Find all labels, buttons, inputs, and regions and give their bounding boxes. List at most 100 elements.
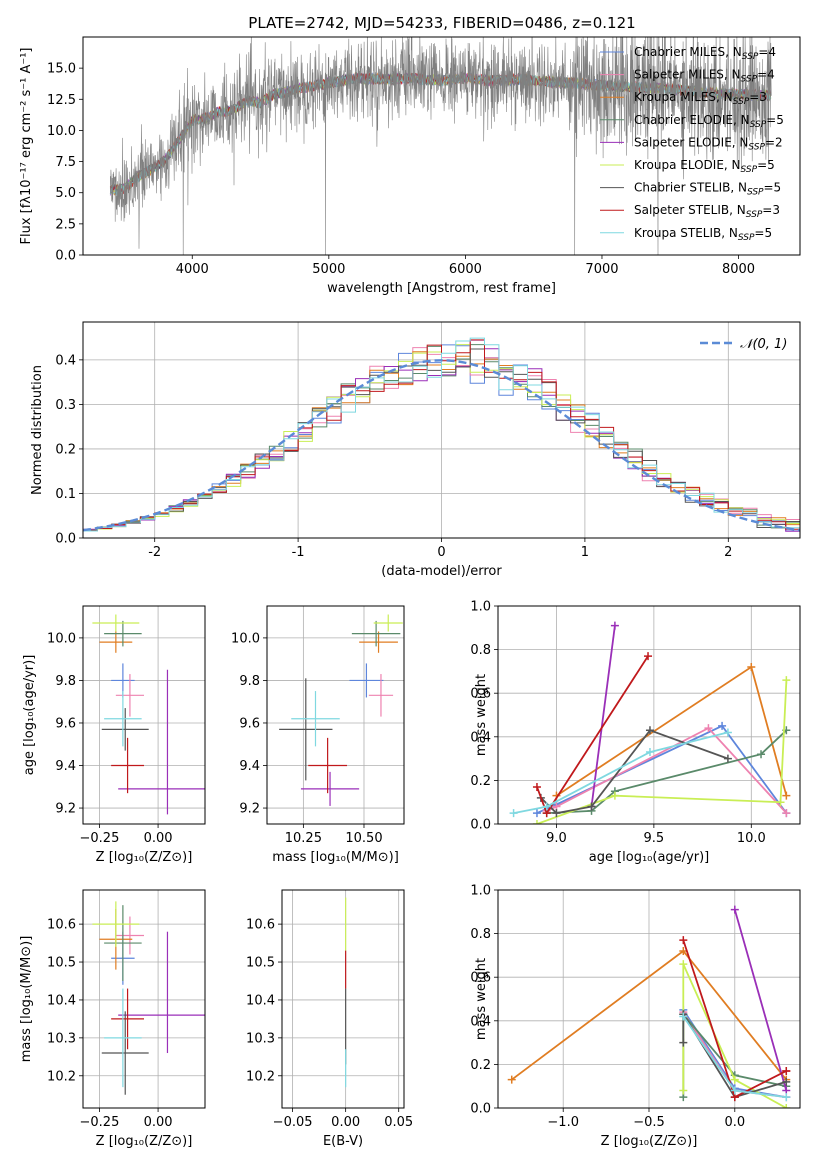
weight-marker-salpeter_stelib	[532, 782, 541, 791]
legend-label: Chabrier MILES, N	[634, 45, 742, 59]
observed-spectrum	[110, 37, 772, 255]
axes-frame	[82, 605, 206, 825]
weight-marker-salpeter_elodie	[730, 905, 739, 914]
legend-entry-salpeter_stelib: Salpeter STELIB, NSSP=3	[634, 203, 780, 220]
y-tick-label: 9.8	[239, 674, 260, 689]
legend-value: =5	[766, 113, 784, 127]
legend-label: Kroupa MILES, N	[634, 90, 733, 104]
legend-sub: SSP	[746, 210, 763, 220]
y-tick-label: 9.6	[55, 716, 76, 731]
weight-marker-kroupa_stelib	[645, 748, 654, 757]
weight-marker-kroupa_stelib	[679, 1012, 688, 1021]
x-tick-label: 7000	[585, 262, 618, 277]
weight-line-chabrier_stelib	[682, 1011, 787, 1099]
x-tick-label: −0.25	[80, 831, 120, 846]
x-axis-label: E(B-V)	[323, 1134, 363, 1149]
y-tick-label: 10.2	[47, 1069, 76, 1084]
x-tick-label: −0.05	[273, 1115, 313, 1130]
y-tick-label: 10.4	[47, 993, 76, 1008]
y-tick-label: 10.4	[246, 993, 275, 1008]
legend-value: =5	[764, 181, 782, 195]
y-tick-label: 0.2	[55, 442, 76, 457]
legend-entry-chabrier_stelib: Chabrier STELIB, NSSP=5	[634, 181, 781, 198]
legend-value: =3	[762, 203, 780, 217]
weight-marker-kroupa_miles	[747, 663, 756, 672]
axes-frame	[82, 889, 206, 1109]
plot-area	[92, 901, 205, 1095]
y-tick-label: 0.0	[55, 532, 76, 547]
weight-marker-salpeter_stelib	[782, 1066, 791, 1075]
y-tick-label: 10.5	[47, 956, 76, 971]
legend-label: Salpeter MILES, N	[634, 68, 741, 82]
y-axis-label: Flux [fλ10⁻¹⁷ erg cm⁻² s⁻¹ A⁻¹]	[19, 48, 34, 245]
legend-value: =2	[765, 135, 783, 149]
y-tick-label: 10.0	[47, 124, 76, 139]
x-axis-label: mass [log₁₀(M/M⊙)]	[272, 850, 399, 865]
plot-area	[509, 621, 791, 824]
plot-area	[507, 905, 791, 1108]
x-tick-label: 0.00	[144, 831, 173, 846]
weight-marker-kroupa_stelib	[542, 802, 551, 811]
weight-marker-kroupa_elodie	[776, 798, 785, 807]
legend-label: Chabrier STELIB, N	[634, 181, 747, 195]
weight-marker-chabrier_stelib	[552, 809, 561, 818]
legend-entry-salpeter_miles: Salpeter MILES, NSSP=4	[634, 68, 775, 85]
axes-frame	[82, 321, 801, 539]
panel-age_vs_mass: 10.25 10.50 9.2 9.4 9.6 9.8 10.0 mass [log₁₀(M/…	[231, 605, 405, 865]
weight-marker-chabrier_stelib	[679, 1038, 688, 1047]
x-tick-label: 5000	[312, 262, 345, 277]
figure-title: PLATE=2742, MJD=54233, FIBERID=0486, z=0…	[248, 14, 635, 32]
y-tick-label: 0.2	[470, 1058, 491, 1073]
plot-area	[92, 614, 205, 815]
legend-sub: SSP	[750, 120, 767, 130]
weight-marker-kroupa_stelib	[730, 1086, 739, 1095]
x-axis-label: (data-model)/error	[381, 564, 502, 579]
y-tick-label: 0.0	[470, 1102, 491, 1117]
y-axis-label: age [log₁₀(age/yr)]	[22, 655, 37, 776]
axes-frame	[266, 605, 405, 825]
weight-marker-chabrier_stelib	[723, 754, 732, 763]
weight-marker-salpeter_elodie	[610, 621, 619, 630]
x-tick-label: 0	[437, 545, 445, 560]
legend-sub: SSP	[733, 97, 750, 107]
legend-entry-chabrier_elodie: Chabrier ELODIE, NSSP=5	[634, 113, 784, 130]
weight-marker-kroupa_miles	[507, 1075, 516, 1084]
x-tick-label: 1	[581, 545, 589, 560]
weight-marker-kroupa_elodie	[532, 820, 541, 824]
y-tick-label: 9.2	[239, 802, 260, 817]
y-tick-label: 0.6	[470, 687, 491, 702]
weight-marker-chabrier_stelib	[782, 1077, 791, 1086]
y-tick-label: 9.2	[55, 802, 76, 817]
x-tick-label: 10.0	[737, 831, 766, 846]
legend-value: =4	[757, 68, 775, 82]
y-tick-label: 10.6	[246, 918, 275, 933]
y-tick-label: 9.4	[55, 759, 76, 774]
y-tick-label: 0.6	[470, 971, 491, 986]
axes-frame	[497, 889, 801, 1109]
x-axis-label: Z [log₁₀(Z/Z⊙)]	[96, 1134, 193, 1149]
y-axis-label: Normed distribution	[30, 365, 45, 495]
y-tick-label: 12.5	[47, 93, 76, 108]
y-tick-label: 0.8	[470, 927, 491, 942]
weight-marker-kroupa_elodie	[782, 676, 791, 685]
legend-label: Salpeter STELIB, N	[634, 203, 746, 217]
x-tick-label: 6000	[449, 262, 482, 277]
x-tick-label: 2	[724, 545, 732, 560]
weight-marker-chabrier_stelib	[645, 726, 654, 735]
y-tick-label: 1.0	[470, 884, 491, 899]
x-axis-label: Z [log₁₀(Z/Z⊙)]	[601, 1134, 698, 1149]
y-tick-label: 9.8	[55, 674, 76, 689]
y-tick-label: 10.2	[246, 1069, 275, 1084]
x-axis-label: Z [log₁₀(Z/Z⊙)]	[96, 850, 193, 865]
y-tick-label: 10.0	[47, 631, 76, 646]
legend-label: Chabrier ELODIE, N	[634, 113, 750, 127]
weight-marker-salpeter_stelib	[644, 652, 653, 661]
x-tick-label: 9.5	[644, 831, 665, 846]
panel-age_vs_Z: −0.25 0.00 9.2 9.4 9.6 9.8 10.0 Z [log₁₀(Z/Z⊙)]…	[22, 605, 206, 865]
y-tick-label: 10.0	[231, 631, 260, 646]
y-tick-label: 7.5	[55, 155, 76, 170]
plots-root: 4000 5000 6000 7000 80000.02.55.07.510.012.5…	[19, 36, 801, 1149]
y-tick-label: 10.3	[47, 1031, 76, 1046]
y-tick-label: 10.3	[246, 1031, 275, 1046]
